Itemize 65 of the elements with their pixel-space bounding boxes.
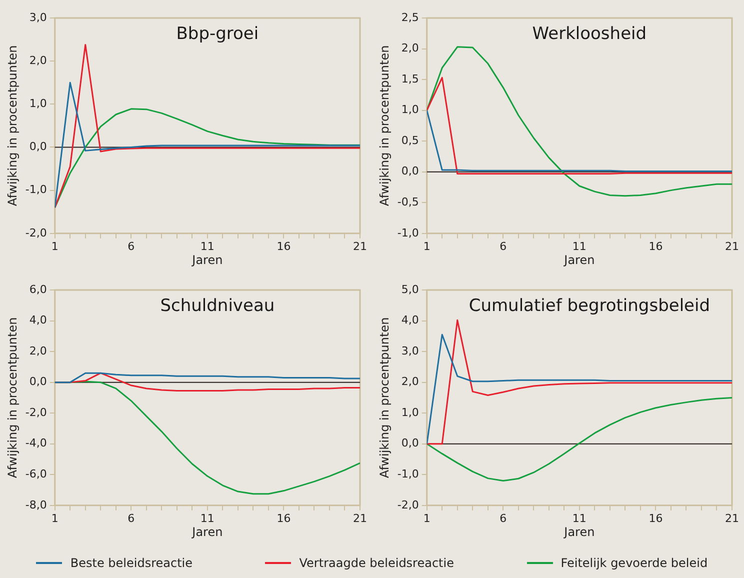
x-tick-label: 6 — [128, 240, 135, 253]
y-tick-label: -1,0 — [397, 467, 419, 480]
x-tick-label: 1 — [423, 512, 430, 525]
y-tick-label: 2,0 — [401, 42, 419, 55]
y-axis-title: Afwijking in procentpunten — [377, 317, 392, 478]
y-axis-title: Afwijking in procentpunten — [377, 45, 392, 206]
y-tick-label: 4,0 — [401, 314, 419, 327]
y-tick-label: 0,5 — [401, 134, 419, 147]
x-tick-label: 6 — [500, 512, 507, 525]
x-tick-label: 16 — [648, 240, 663, 253]
y-tick-label: -8,0 — [25, 498, 47, 512]
y-tick-label: 3,0 — [401, 344, 419, 358]
y-tick-label: 6,0 — [29, 282, 47, 296]
y-tick-label: -1,0 — [397, 226, 419, 240]
x-tick-label: 21 — [725, 512, 739, 525]
y-tick-label: -1,0 — [25, 183, 47, 196]
y-tick-label: 0,0 — [29, 140, 47, 154]
y-tick-label: 1,0 — [401, 406, 419, 419]
chart-title: Schuldniveau — [160, 296, 275, 316]
y-tick-label: 1,0 — [29, 97, 47, 110]
y-tick-label: 3,0 — [29, 10, 47, 24]
y-axis-title: Afwijking in procentpunten — [5, 317, 20, 478]
chart-title: Werkloosheid — [532, 24, 647, 44]
x-tick-label: 16 — [276, 240, 291, 253]
x-tick-label: 11 — [200, 240, 214, 253]
x-axis-title: Jaren — [191, 252, 223, 267]
y-tick-label: 0,0 — [29, 375, 47, 388]
y-tick-label: 1,0 — [401, 103, 419, 116]
x-axis-title: Jaren — [563, 252, 595, 267]
y-tick-label: -6,0 — [25, 467, 47, 480]
y-tick-label: 0,0 — [401, 436, 419, 450]
x-tick-label: 21 — [353, 512, 367, 525]
y-tick-label: 2,0 — [401, 375, 419, 388]
x-axis-title: Jaren — [563, 524, 595, 539]
x-tick-label: 6 — [128, 512, 135, 525]
x-tick-label: 21 — [353, 240, 367, 253]
y-tick-label: 0,0 — [401, 164, 419, 178]
x-tick-label: 16 — [276, 512, 291, 525]
x-axis-title: Jaren — [191, 524, 223, 539]
y-tick-label: -0,5 — [397, 195, 419, 208]
y-tick-label: -2,0 — [397, 498, 419, 512]
legend-label: Feitelijk gevoerde beleid — [560, 556, 708, 570]
y-tick-label: 4,0 — [29, 314, 47, 327]
x-tick-label: 21 — [725, 240, 739, 253]
legend-label: Beste beleidsreactie — [70, 556, 192, 570]
x-tick-label: 11 — [572, 240, 586, 253]
chart-title: Bbp-groei — [176, 24, 259, 44]
x-tick-label: 1 — [51, 240, 58, 253]
y-tick-label: -4,0 — [25, 436, 47, 450]
y-tick-label: 1,5 — [401, 72, 419, 86]
y-axis-title: Afwijking in procentpunten — [5, 45, 20, 206]
y-tick-label: -2,0 — [25, 226, 47, 240]
x-tick-label: 6 — [500, 240, 507, 253]
x-tick-label: 1 — [51, 512, 58, 525]
x-tick-label: 11 — [572, 512, 586, 525]
x-tick-label: 11 — [200, 512, 214, 525]
y-tick-label: 2,0 — [29, 54, 47, 67]
y-tick-label: 5,0 — [401, 282, 419, 296]
x-tick-label: 1 — [423, 240, 430, 253]
y-tick-label: -2,0 — [25, 406, 47, 419]
chart-title: Cumulatief begrotingsbeleid — [468, 296, 710, 316]
legend-label: Vertraagde beleidsreactie — [299, 556, 454, 570]
x-tick-label: 16 — [648, 512, 663, 525]
y-tick-label: 2,5 — [401, 10, 419, 24]
y-tick-label: 2,0 — [29, 344, 47, 358]
